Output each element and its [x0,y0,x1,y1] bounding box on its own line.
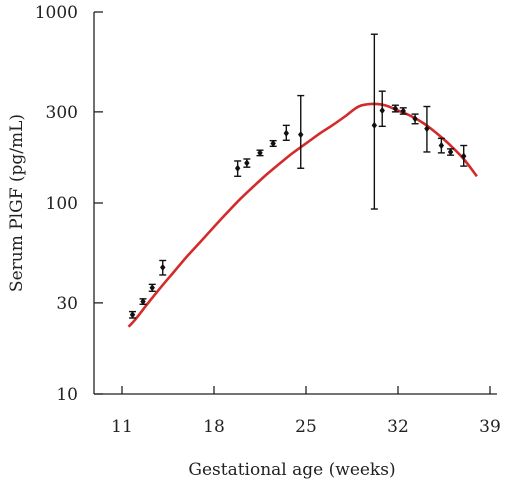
data-point [234,164,241,172]
data-point [257,149,263,157]
data-point [160,263,166,272]
data-point [140,297,146,306]
x-tick-label: 18 [203,417,225,437]
data-point [129,311,136,319]
y-tick-label: 10 [56,385,78,405]
data-point [438,141,445,150]
x-axis-title: Gestational age (weeks) [188,460,395,480]
x-axis: 11 18 25 32 39 [94,386,501,437]
y-axis-title: Serum PlGF (pg/mL) [7,114,27,292]
fit-curve [127,102,478,328]
data-point [371,121,378,129]
data-point [412,115,418,123]
y-tick-label: 30 [56,294,78,314]
data-point [447,148,454,156]
data-point [298,131,304,139]
data-point [424,125,430,133]
data-point [379,106,385,115]
data-point [244,159,250,167]
data-point [392,105,399,113]
data-point [461,152,467,160]
y-tick-label: 100 [46,194,78,214]
error-bar [370,33,378,210]
x-tick-label: 11 [111,417,133,437]
y-axis: 10 30 100 300 1000 [35,3,103,405]
y-tick-label: 1000 [35,3,78,23]
data-point [283,129,289,137]
data-point [270,139,276,148]
y-tick-label: 300 [46,103,78,123]
x-tick-label: 25 [295,417,317,437]
data-point [149,284,155,292]
data-point [400,107,406,115]
x-tick-label: 39 [479,417,501,437]
data-points [129,105,467,319]
x-tick-label: 32 [387,417,409,437]
error-bars [129,33,468,319]
